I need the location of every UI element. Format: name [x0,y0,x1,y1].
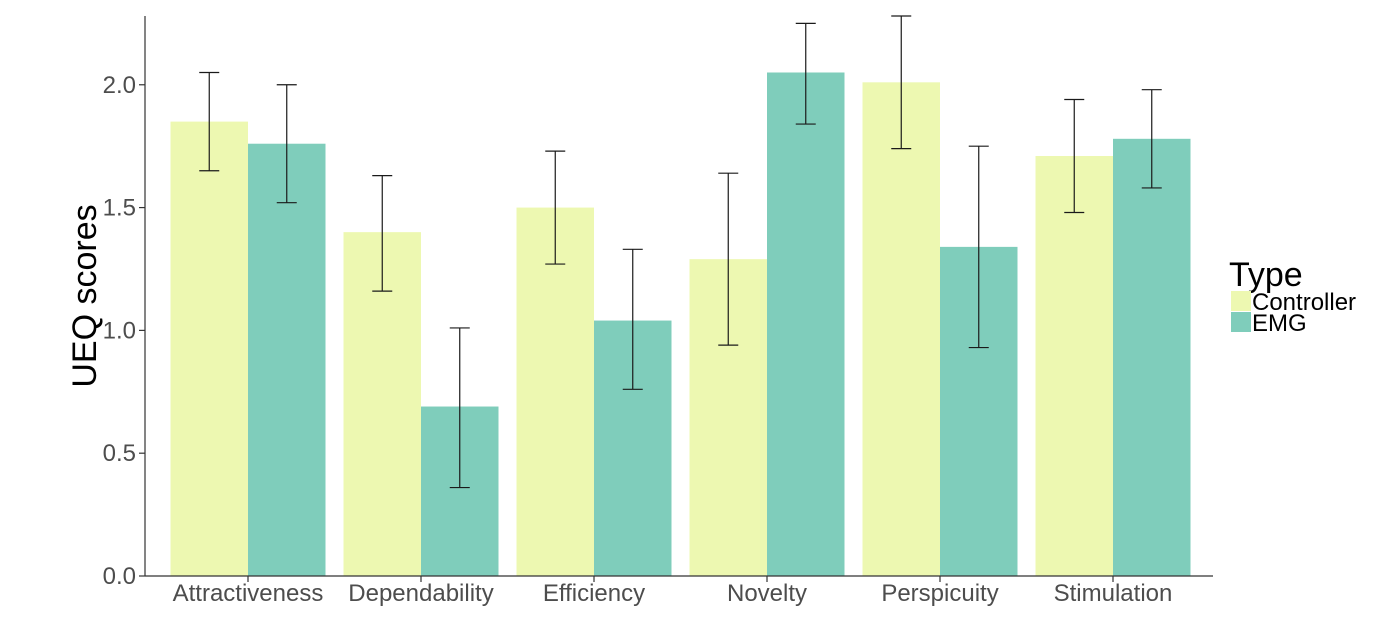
error-bars-group [199,15,1162,489]
y-tick-label: 2.0 [103,72,136,99]
bar-emg-stimulation [1113,138,1191,577]
bar-controller-stimulation [1035,156,1113,576]
y-ticks-group: 0.0 0.5 1.0 1.5 2.0 [103,72,145,590]
y-tick-label: 0.0 [103,563,136,590]
y-axis-title-group: UEQ scores [66,204,104,387]
bar-controller-efficiency [516,207,594,576]
x-ticks-group: Attractiveness Dependability Efficiency Nov… [173,576,1173,607]
y-tick-label: 1.5 [103,195,136,222]
y-tick-label: 1.0 [103,317,136,344]
axes-group [144,16,1213,577]
bars-group [170,72,1191,577]
x-tick-label: Attractiveness [173,580,324,607]
legend-key-emg [1231,312,1251,332]
x-tick-label: Novelty [727,580,807,607]
bar-controller-attractiveness [170,121,248,576]
bar-controller-perspicuity [862,82,940,576]
x-tick-label: Efficiency [543,580,645,607]
bar-emg-attractiveness [248,143,326,576]
bar-emg-novelty [767,72,845,577]
legend-title: Type [1229,256,1303,294]
x-tick-label: Stimulation [1054,580,1173,607]
y-tick-label: 0.5 [103,440,136,467]
x-tick-label: Perspicuity [881,580,998,607]
legend-label-controller: Controller [1252,289,1356,316]
y-axis-title: UEQ scores [66,204,104,387]
legend-label-emg: EMG [1252,310,1307,337]
legend-key-controller [1231,291,1251,311]
x-tick-label: Dependability [348,580,493,607]
